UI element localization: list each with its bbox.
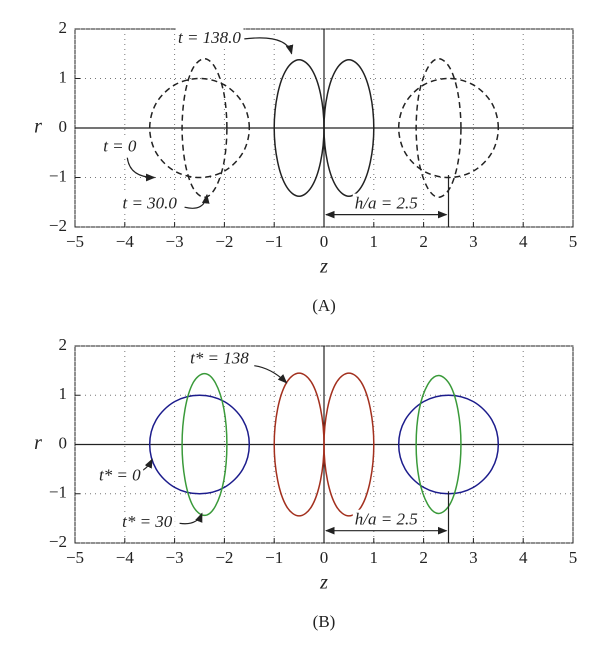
- x-tick-label: −4: [116, 232, 135, 251]
- annotation-arrow: [244, 37, 294, 55]
- y-tick-label: 2: [59, 18, 68, 37]
- annotation-arrow: [126, 157, 156, 182]
- annotation: t = 30.0: [122, 194, 177, 213]
- panel-caption: (A): [312, 296, 336, 315]
- annotation-bg: [352, 193, 420, 213]
- annotation-arrow: [184, 193, 210, 209]
- y-tick-label: −1: [49, 483, 67, 502]
- x-tick-label: 2: [419, 548, 428, 567]
- series-curve: [323, 372, 375, 517]
- annotation-arrow: [179, 512, 203, 525]
- series-curve: [323, 58, 375, 198]
- annotation-bg: [101, 136, 139, 156]
- y-tick-label: 0: [59, 433, 68, 452]
- annotation-bg: [96, 465, 144, 485]
- x-tick-label: −3: [166, 548, 184, 567]
- x-tick-label: 5: [569, 232, 578, 251]
- series-curve: [397, 394, 500, 495]
- y-tick-label: 0: [59, 117, 68, 136]
- y-axis-label: r: [34, 116, 42, 138]
- series-curve: [181, 57, 228, 199]
- x-tick-label: −3: [166, 232, 184, 251]
- y-axis-label: r: [34, 432, 42, 454]
- x-tick-label: 4: [519, 548, 528, 567]
- series-curve: [181, 372, 228, 517]
- series-curve: [148, 394, 251, 495]
- x-tick-label: −5: [66, 548, 84, 567]
- x-tick-label: 3: [469, 232, 478, 251]
- annotation: t = 138.0: [178, 28, 241, 47]
- series-curve: [415, 57, 462, 199]
- annotation-bg: [120, 512, 175, 532]
- y-tick-label: −2: [49, 532, 67, 551]
- series-curve: [397, 77, 500, 179]
- x-tick-label: 5: [569, 548, 578, 567]
- y-tick-label: 1: [59, 67, 68, 86]
- x-tick-label: −2: [215, 548, 233, 567]
- annotation-bg: [352, 509, 420, 529]
- annotation: h/a = 2.5: [355, 194, 418, 213]
- x-tick-label: 1: [370, 232, 379, 251]
- annotation-bg: [188, 348, 252, 368]
- annotation: t = 0: [103, 137, 137, 156]
- annotation-arrow: [254, 365, 288, 384]
- annotation: t* = 138: [190, 349, 249, 368]
- series-curve: [148, 77, 251, 179]
- x-axis-label: z: [319, 256, 328, 278]
- x-tick-label: 3: [469, 548, 478, 567]
- x-tick-label: 1: [370, 548, 379, 567]
- x-tick-label: −4: [116, 548, 135, 567]
- annotation: h/a = 2.5: [355, 510, 418, 529]
- x-tick-label: −2: [215, 232, 233, 251]
- x-tick-label: 0: [320, 232, 329, 251]
- x-axis-label: z: [319, 572, 328, 594]
- series-curve: [415, 374, 462, 515]
- y-tick-label: 2: [59, 335, 68, 354]
- annotation-bg: [175, 27, 244, 47]
- x-tick-label: 4: [519, 232, 528, 251]
- x-tick-label: −1: [265, 548, 283, 567]
- x-tick-label: 0: [320, 548, 329, 567]
- y-tick-label: −1: [49, 166, 67, 185]
- panel-caption: (B): [313, 612, 336, 631]
- annotation: t* = 0: [99, 465, 141, 484]
- x-tick-label: −1: [265, 232, 283, 251]
- y-tick-label: 1: [59, 384, 68, 403]
- x-tick-label: −5: [66, 232, 84, 251]
- annotation-bg: [120, 193, 180, 213]
- y-tick-label: −2: [49, 216, 67, 235]
- annotation: t* = 30: [122, 512, 173, 531]
- x-tick-label: 2: [419, 232, 428, 251]
